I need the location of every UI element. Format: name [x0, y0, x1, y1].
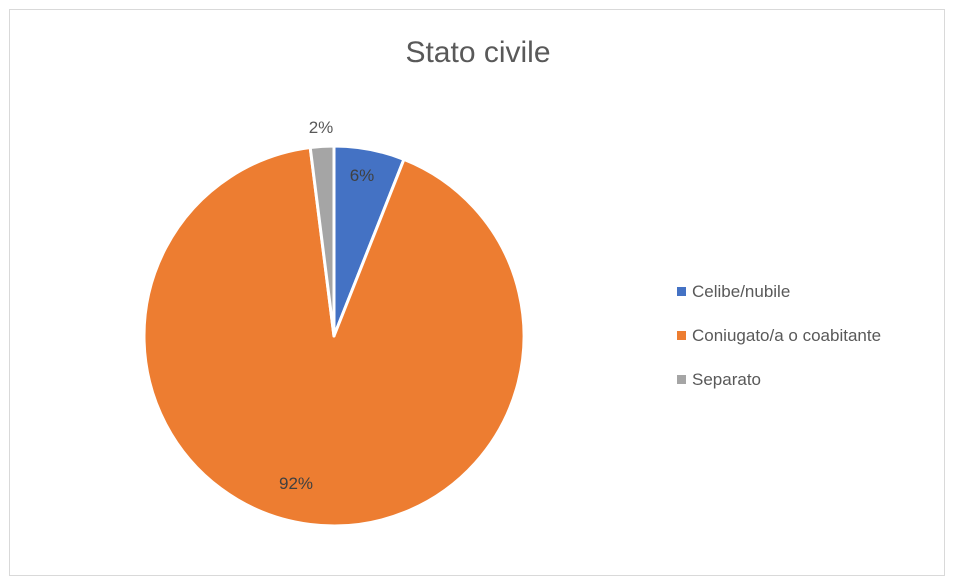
chart-legend: Celibe/nubile Coniugato/a o coabitante Sep…	[677, 280, 881, 412]
legend-label: Coniugato/a o coabitante	[692, 325, 882, 345]
data-label-1: 6%	[350, 166, 375, 185]
legend-swatch	[677, 375, 686, 384]
legend-label: Separato	[692, 369, 761, 389]
legend-label: Celibe/nubile	[692, 281, 791, 301]
pie-data-labels: 6% 92% 2%	[279, 118, 374, 493]
data-label-2: 92%	[279, 474, 313, 493]
legend-item: Celibe/nubile	[677, 280, 881, 303]
chart-title: Stato civile	[405, 36, 551, 69]
data-label-3: 2%	[309, 118, 334, 137]
legend-item: Coniugato/a o coabitante	[677, 324, 881, 347]
pie-slice-3	[308, 144, 336, 338]
legend-swatch	[677, 287, 686, 296]
pie-slices	[142, 144, 526, 528]
legend-swatch	[677, 331, 686, 340]
legend-item: Separato	[677, 368, 881, 391]
